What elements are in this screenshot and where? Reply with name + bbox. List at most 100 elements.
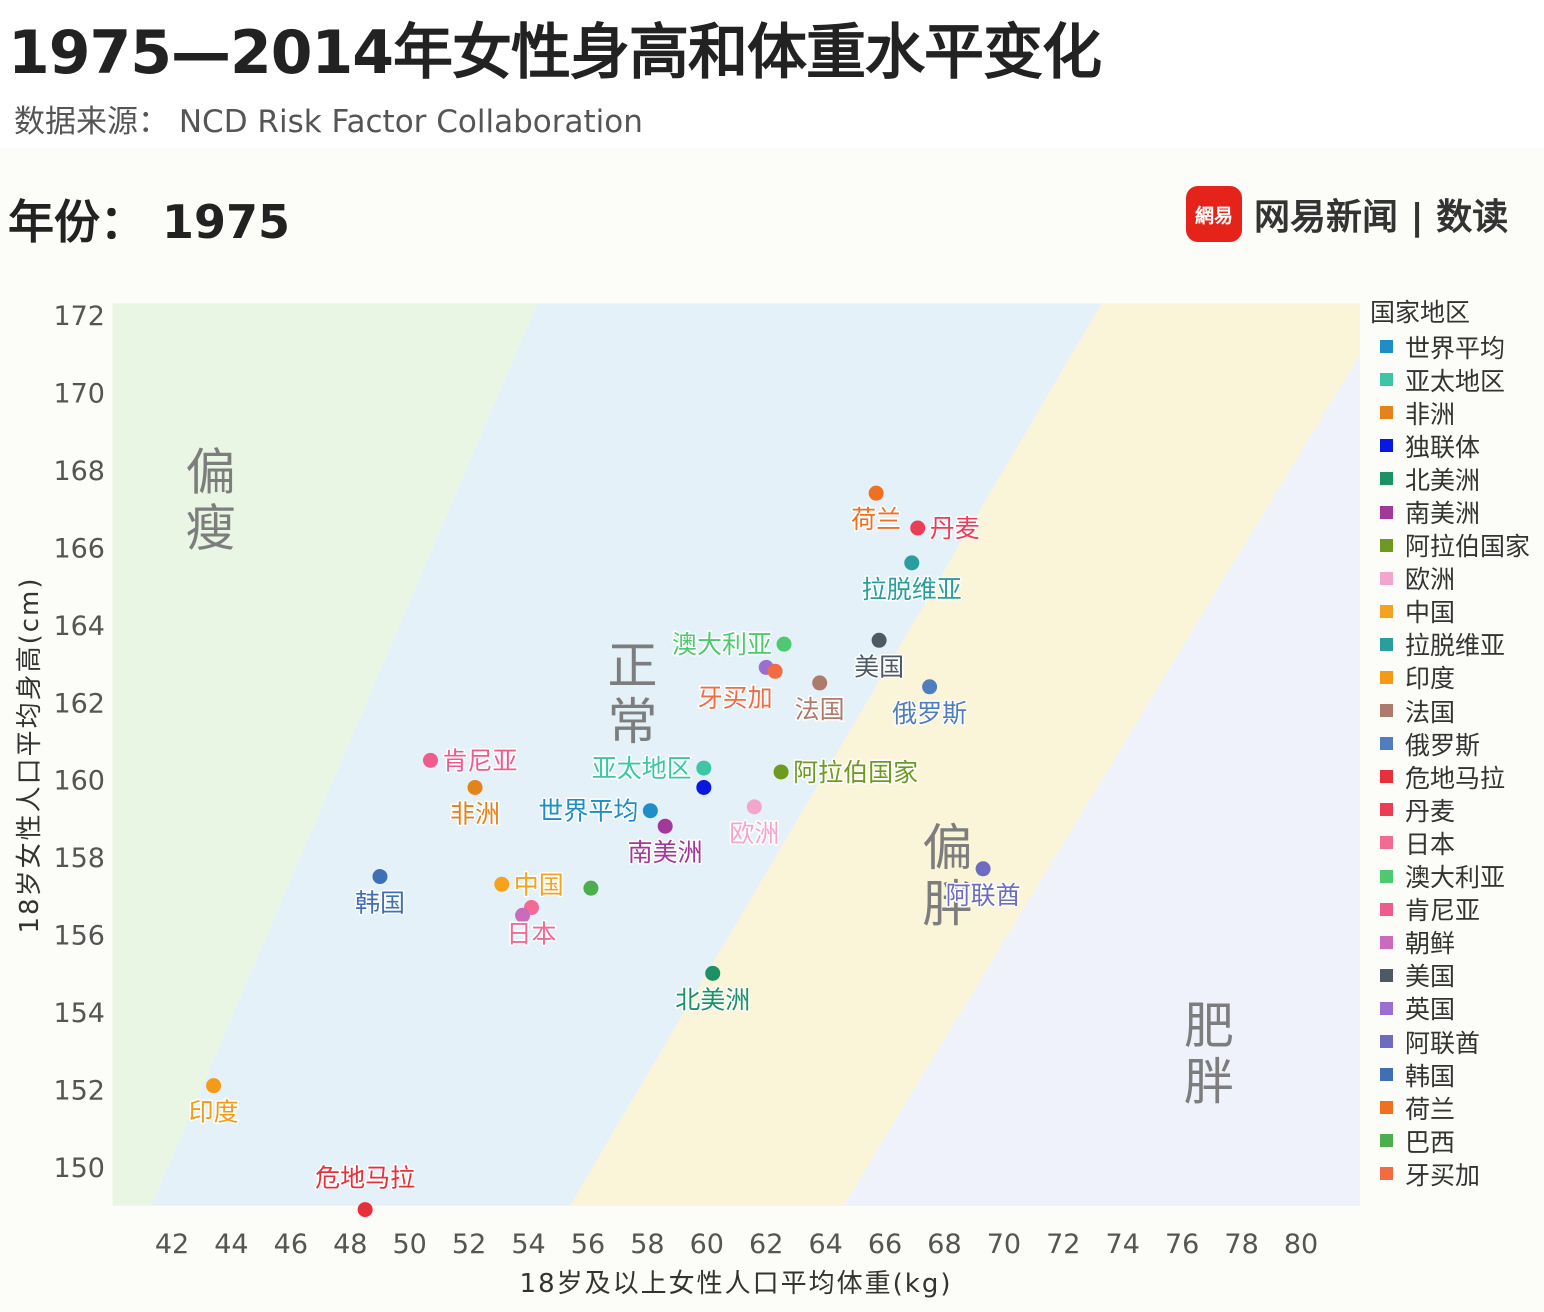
point-label: 肯尼亚: [442, 746, 517, 775]
data-point[interactable]: [494, 876, 510, 892]
point-label: 法国: [795, 695, 845, 724]
x-tick-label: 56: [571, 1229, 605, 1260]
legend-label: 阿联酋: [1405, 1028, 1481, 1058]
data-point[interactable]: [422, 752, 438, 768]
legend-swatch: [1380, 803, 1393, 817]
data-point[interactable]: [871, 632, 887, 648]
x-tick-label: 42: [155, 1229, 189, 1260]
legend-label: 日本: [1405, 829, 1456, 859]
data-point[interactable]: [746, 799, 762, 815]
data-point[interactable]: [583, 880, 599, 896]
legend-swatch: [1380, 704, 1393, 718]
region-label-1: 正常: [608, 637, 658, 751]
legend-swatch: [1380, 538, 1393, 552]
data-point[interactable]: [776, 636, 792, 652]
point-label: 世界平均: [538, 797, 638, 826]
legend-item[interactable]: 北美洲: [1370, 462, 1530, 495]
data-point[interactable]: [696, 779, 712, 795]
data-point[interactable]: [904, 555, 920, 571]
data-point[interactable]: [767, 663, 783, 679]
legend-swatch: [1380, 439, 1393, 453]
legend-label: 印度: [1405, 664, 1456, 694]
legend-item[interactable]: 阿拉伯国家: [1370, 529, 1530, 562]
legend-item[interactable]: 日本: [1370, 826, 1530, 859]
data-point[interactable]: [642, 803, 658, 819]
legend-item[interactable]: 牙买加: [1370, 1157, 1530, 1190]
legend-item[interactable]: 俄罗斯: [1370, 727, 1530, 760]
legend-item[interactable]: 欧洲: [1370, 562, 1530, 595]
legend-title: 国家地区: [1370, 298, 1471, 327]
data-point[interactable]: [357, 1202, 373, 1218]
legend-label: 世界平均: [1405, 333, 1506, 363]
data-point[interactable]: [773, 764, 789, 780]
legend-item[interactable]: 南美洲: [1370, 495, 1530, 528]
data-point[interactable]: [467, 779, 483, 795]
legend-item[interactable]: 丹麦: [1370, 793, 1530, 826]
x-tick-label: 72: [1046, 1229, 1080, 1260]
y-tick-label: 166: [53, 533, 105, 564]
data-point[interactable]: [515, 907, 531, 923]
legend-item[interactable]: 非洲: [1370, 396, 1530, 429]
y-tick-label: 154: [53, 998, 105, 1029]
data-point[interactable]: [372, 869, 388, 885]
region-0: [112, 303, 538, 1206]
legend-item[interactable]: 独联体: [1370, 429, 1530, 462]
data-point[interactable]: [868, 485, 884, 501]
legend-item[interactable]: 肯尼亚: [1370, 893, 1530, 926]
point-label: 危地马拉: [315, 1164, 415, 1193]
data-source: 数据来源： NCD Risk Factor Collaboration: [14, 104, 643, 140]
legend-item[interactable]: 美国: [1370, 959, 1530, 992]
legend-label: 牙买加: [1405, 1160, 1481, 1190]
data-point[interactable]: [922, 679, 938, 695]
data-point[interactable]: [657, 818, 673, 834]
legend-item[interactable]: 世界平均: [1370, 330, 1530, 363]
region-label-2: 偏胖: [922, 819, 972, 933]
point-label: 韩国: [355, 889, 405, 918]
legend-item[interactable]: 印度: [1370, 661, 1530, 694]
point-label: 南美洲: [628, 838, 703, 867]
y-tick-label: 150: [53, 1153, 105, 1184]
legend-label: 肯尼亚: [1405, 896, 1481, 926]
y-tick-label: 170: [53, 378, 105, 409]
x-tick-label: 44: [214, 1229, 248, 1260]
legend-item[interactable]: 荷兰: [1370, 1091, 1530, 1124]
data-point[interactable]: [206, 1078, 222, 1094]
legend-item[interactable]: 朝鲜: [1370, 926, 1530, 959]
legend-label: 荷兰: [1405, 1094, 1456, 1124]
x-tick-label: 50: [393, 1229, 427, 1260]
data-point[interactable]: [975, 861, 991, 877]
y-tick-label: 152: [53, 1076, 105, 1107]
legend-swatch: [1380, 836, 1393, 850]
legend-label: 危地马拉: [1405, 763, 1506, 793]
x-tick-label: 48: [333, 1229, 367, 1260]
point-label: 荷兰: [851, 505, 901, 534]
legend-item[interactable]: 澳大利亚: [1370, 860, 1530, 893]
data-point[interactable]: [812, 675, 828, 691]
point-label: 印度: [189, 1098, 239, 1127]
point-label: 中国: [514, 870, 564, 899]
legend-item[interactable]: 韩国: [1370, 1058, 1530, 1091]
legend-item[interactable]: 法国: [1370, 694, 1530, 727]
x-tick-label: 46: [274, 1229, 308, 1260]
legend-item[interactable]: 阿联酋: [1370, 1025, 1530, 1058]
legend-label: 拉脱维亚: [1405, 631, 1506, 661]
point-label: 澳大利亚: [672, 630, 772, 659]
legend-item[interactable]: 拉脱维亚: [1370, 628, 1530, 661]
legend-item[interactable]: 英国: [1370, 992, 1530, 1025]
legend-swatch: [1380, 1001, 1393, 1015]
brand: 網易 网易新闻 | 数读: [1186, 186, 1508, 242]
legend-item[interactable]: 中国: [1370, 595, 1530, 628]
y-tick-label: 168: [53, 456, 105, 487]
data-point[interactable]: [910, 520, 926, 536]
legend-item[interactable]: 亚太地区: [1370, 363, 1530, 396]
legend-item[interactable]: 巴西: [1370, 1124, 1530, 1157]
x-tick-label: 68: [927, 1229, 961, 1260]
region-label-3: 肥胖: [1184, 997, 1234, 1111]
data-point[interactable]: [705, 965, 721, 981]
legend-item[interactable]: 危地马拉: [1370, 760, 1530, 793]
legend-swatch: [1380, 1035, 1393, 1049]
legend-swatch: [1380, 935, 1393, 949]
y-tick-label: 156: [53, 921, 105, 952]
data-point[interactable]: [696, 760, 712, 776]
x-tick-label: 80: [1284, 1229, 1318, 1260]
